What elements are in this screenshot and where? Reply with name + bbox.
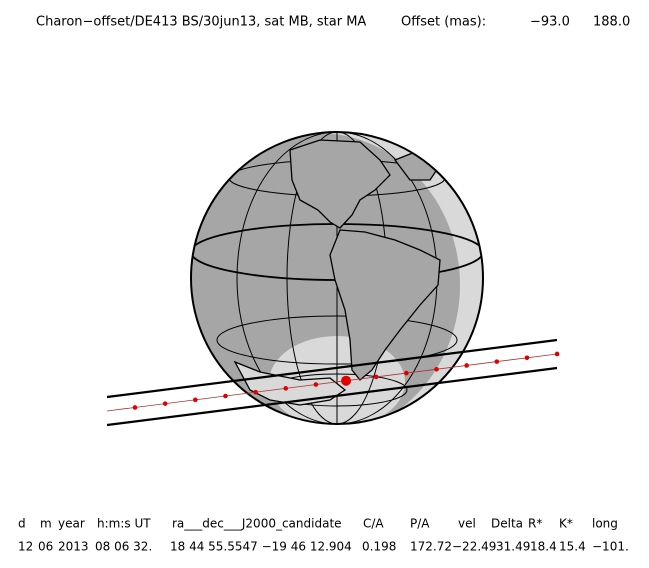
- column-header: Delta: [491, 517, 523, 531]
- header: Charon−offset/DE413 BS/30jun13, sat MB, …: [36, 15, 630, 30]
- time-marker: [132, 405, 138, 410]
- shadow-path: [106, 338, 558, 427]
- time-markers: [132, 351, 560, 410]
- table-cell: −22.49: [452, 540, 496, 554]
- globe-outline: [190, 131, 484, 425]
- column-header: long: [592, 517, 618, 531]
- time-marker: [223, 393, 228, 399]
- table-cell: 08 06 32.: [95, 540, 152, 554]
- table-cell: 31.49: [496, 540, 530, 554]
- path-centerline: [106, 353, 558, 412]
- table-cell: 18.4: [530, 540, 557, 554]
- table-cell: 18 44 55.5547 −19 46 12.904: [170, 540, 352, 554]
- table-cell: 172.72: [410, 540, 452, 554]
- column-header: h:m:s UT: [97, 517, 151, 531]
- column-header: d: [18, 517, 26, 531]
- offset-x: −93.0: [530, 15, 570, 30]
- path-south-limit: [106, 366, 558, 427]
- time-marker: [341, 375, 352, 386]
- time-marker: [283, 386, 289, 391]
- column-header: ra___dec___J2000_candidate: [172, 517, 342, 531]
- time-marker: [373, 374, 379, 380]
- time-marker: [494, 359, 500, 364]
- column-header: K*: [559, 517, 573, 531]
- column-header: vel: [458, 517, 476, 531]
- title: Charon−offset/DE413 BS/30jun13, sat MB, …: [36, 15, 366, 30]
- time-marker: [554, 351, 560, 357]
- column-header: m: [40, 517, 52, 531]
- time-marker: [464, 363, 469, 368]
- time-marker: [524, 355, 530, 361]
- table-cell: 0.198: [362, 540, 396, 554]
- column-header: C/A: [363, 517, 384, 531]
- table-cell: 12: [18, 540, 33, 554]
- column-header: P/A: [410, 517, 430, 531]
- path-north-limit: [106, 338, 558, 399]
- time-marker: [253, 389, 258, 395]
- time-marker: [313, 382, 319, 387]
- offset-y: 188.0: [593, 15, 630, 30]
- column-header: R*: [528, 517, 542, 531]
- event-table: d m year h:m:s UT ra___dec___J2000_candidate…: [18, 517, 629, 554]
- continents: [233, 139, 441, 406]
- time-marker: [162, 401, 168, 406]
- time-marker: [404, 370, 409, 376]
- offset-label: Offset (mas):: [401, 15, 486, 30]
- table-cell: −101.: [592, 540, 629, 554]
- table-cell: 15.4: [559, 540, 586, 554]
- time-marker: [193, 397, 198, 403]
- column-header: year: [58, 517, 85, 531]
- table-cell: 2013: [58, 540, 89, 554]
- table-cell: 06: [38, 540, 53, 554]
- time-marker: [434, 366, 439, 372]
